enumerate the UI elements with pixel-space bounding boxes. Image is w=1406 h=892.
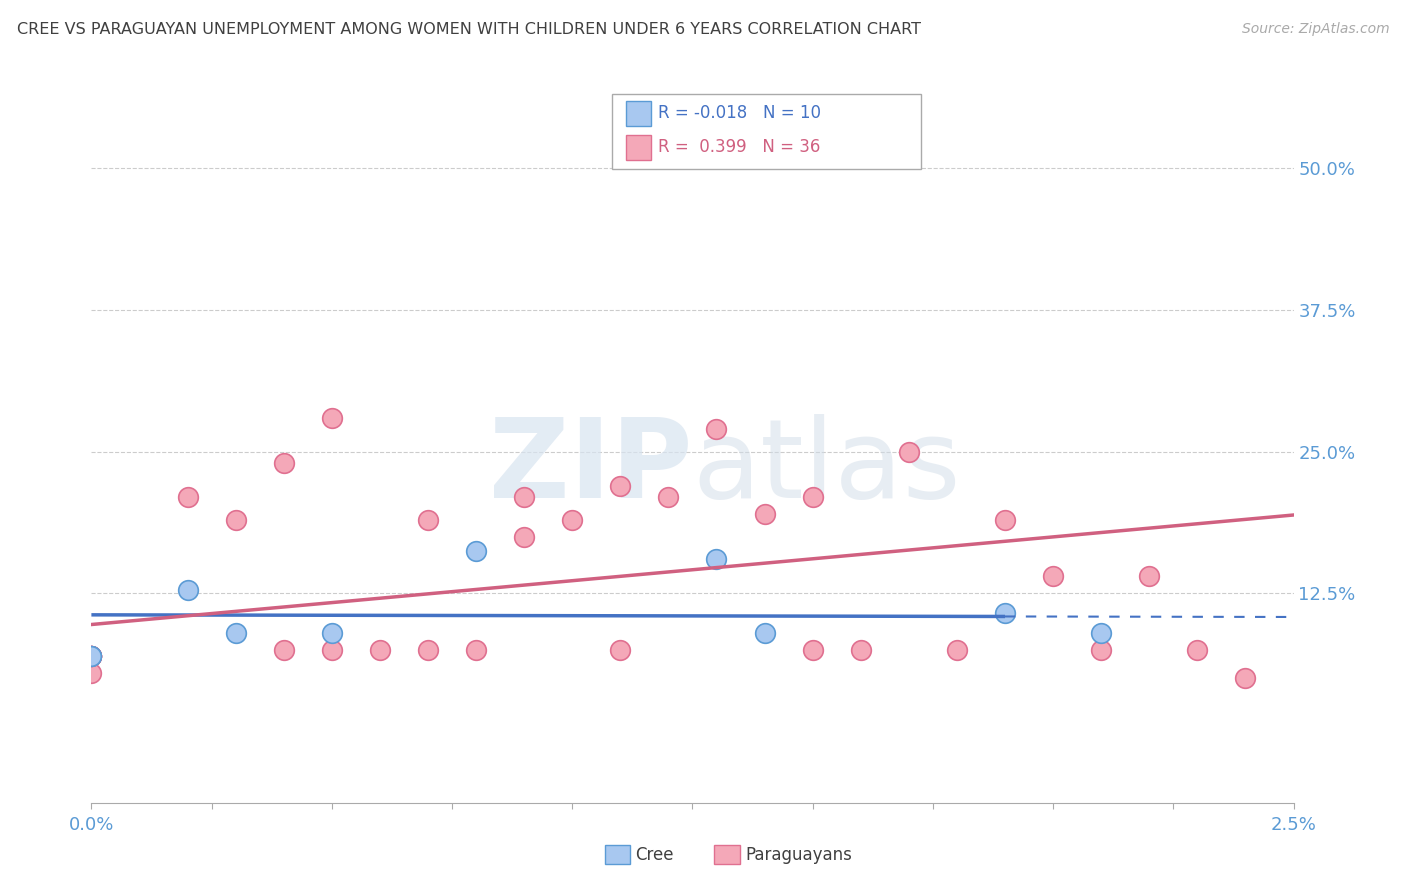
- Point: [80, 648, 103, 663]
- Point: [176, 490, 198, 504]
- Point: [225, 513, 247, 527]
- Text: R = -0.018   N = 10: R = -0.018 N = 10: [658, 104, 821, 122]
- Point: [706, 422, 728, 436]
- Text: Cree: Cree: [636, 846, 673, 863]
- Point: [513, 530, 536, 544]
- Point: [754, 626, 776, 640]
- Text: ZIP: ZIP: [489, 414, 692, 521]
- Point: [1042, 569, 1064, 583]
- Point: [1187, 643, 1209, 657]
- Point: [465, 544, 488, 558]
- Point: [657, 490, 679, 504]
- Text: Paraguayans: Paraguayans: [745, 846, 852, 863]
- Point: [80, 648, 103, 663]
- Point: [321, 626, 343, 640]
- Text: 2.5%: 2.5%: [1271, 816, 1316, 834]
- Point: [754, 507, 776, 521]
- Text: R =  0.399   N = 36: R = 0.399 N = 36: [658, 138, 820, 156]
- Point: [273, 643, 295, 657]
- Point: [80, 648, 103, 663]
- Point: [561, 513, 583, 527]
- Point: [994, 606, 1017, 620]
- Point: [273, 456, 295, 470]
- Point: [801, 490, 824, 504]
- Point: [80, 648, 103, 663]
- Text: Source: ZipAtlas.com: Source: ZipAtlas.com: [1241, 22, 1389, 37]
- Point: [465, 643, 488, 657]
- Point: [176, 582, 198, 597]
- Point: [513, 490, 536, 504]
- Point: [80, 648, 103, 663]
- Text: CREE VS PARAGUAYAN UNEMPLOYMENT AMONG WOMEN WITH CHILDREN UNDER 6 YEARS CORRELAT: CREE VS PARAGUAYAN UNEMPLOYMENT AMONG WO…: [17, 22, 921, 37]
- Point: [801, 643, 824, 657]
- Point: [80, 648, 103, 663]
- Point: [609, 478, 631, 492]
- Point: [368, 643, 391, 657]
- Point: [1234, 671, 1257, 685]
- Point: [706, 552, 728, 566]
- Point: [1090, 643, 1112, 657]
- Point: [1090, 626, 1112, 640]
- Point: [80, 648, 103, 663]
- Point: [946, 643, 969, 657]
- Y-axis label: Unemployment Among Women with Children Under 6 years: Unemployment Among Women with Children U…: [0, 217, 7, 675]
- Point: [849, 643, 872, 657]
- Point: [1137, 569, 1160, 583]
- Point: [897, 444, 920, 458]
- Point: [225, 626, 247, 640]
- Point: [416, 643, 439, 657]
- Text: 0.0%: 0.0%: [69, 816, 114, 834]
- Text: atlas: atlas: [692, 414, 960, 521]
- Point: [80, 665, 103, 680]
- Point: [321, 643, 343, 657]
- Point: [609, 643, 631, 657]
- Point: [321, 410, 343, 425]
- Point: [80, 648, 103, 663]
- Point: [416, 513, 439, 527]
- Point: [994, 513, 1017, 527]
